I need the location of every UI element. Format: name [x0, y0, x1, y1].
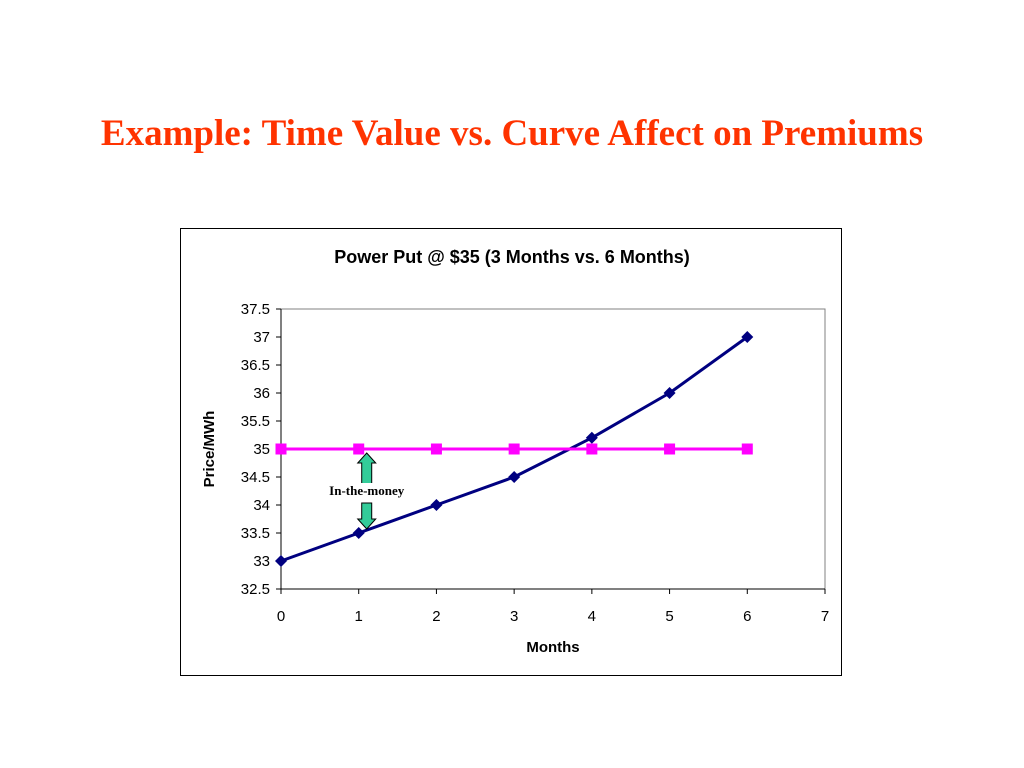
y-tick-label: 35.5 — [241, 413, 270, 430]
data-point-diamond — [585, 431, 598, 444]
data-point-square — [353, 443, 365, 455]
y-tick-label: 36 — [253, 385, 270, 402]
data-point-square — [741, 443, 753, 455]
data-point-square — [508, 443, 520, 455]
data-point-square — [275, 443, 287, 455]
annotation-layer: In-the-money — [316, 452, 417, 530]
x-tick-label: 4 — [588, 608, 596, 625]
data-point-diamond — [508, 471, 521, 483]
x-tick-label: 0 — [277, 608, 285, 625]
y-axis: 32.5 33 33.5 34 34.5 35 35.5 36 36.5 37 37.5 — [241, 301, 282, 598]
y-axis-label: Price/MWh — [201, 411, 218, 488]
y-tick-label: 35 — [253, 441, 270, 458]
y-tick-label: 34.5 — [241, 469, 270, 486]
y-tick-label: 34 — [253, 497, 270, 514]
x-axis-label: Months — [526, 639, 579, 656]
x-tick-label: 3 — [510, 608, 518, 625]
x-tick-label: 2 — [432, 608, 440, 625]
y-tick-label: 37.5 — [241, 301, 270, 318]
x-tick-label: 5 — [665, 608, 673, 625]
x-tick-label: 1 — [355, 608, 363, 625]
data-point-diamond — [663, 387, 676, 399]
x-axis: 0 1 2 3 4 5 6 7 — [277, 588, 829, 625]
data-point-square — [586, 443, 598, 455]
slide-title: Example: Time Value vs. Curve Affect on … — [100, 113, 924, 154]
data-point-diamond — [430, 499, 443, 511]
series-layer — [275, 331, 754, 567]
x-tick-label: 7 — [821, 608, 829, 625]
arrow-down-icon — [356, 502, 377, 530]
y-tick-label: 33.5 — [241, 525, 270, 542]
y-tick-label: 36.5 — [241, 357, 270, 374]
data-point-diamond — [275, 555, 287, 567]
annotation-bg — [316, 483, 417, 499]
data-point-square — [664, 443, 676, 455]
data-point-diamond — [741, 331, 754, 343]
annotation-label: In-the-money — [329, 483, 405, 498]
chart-title: Power Put @ $35 (3 Months vs. 6 Months) — [334, 247, 690, 267]
y-tick-label: 37 — [253, 329, 270, 346]
series-diamond — [275, 331, 754, 567]
y-tick-label: 33 — [253, 553, 270, 570]
data-point-square — [430, 443, 442, 455]
y-tick-label: 32.5 — [241, 581, 270, 598]
data-point-diamond — [352, 527, 365, 539]
series-square — [275, 443, 753, 455]
x-tick-label: 6 — [743, 608, 751, 625]
